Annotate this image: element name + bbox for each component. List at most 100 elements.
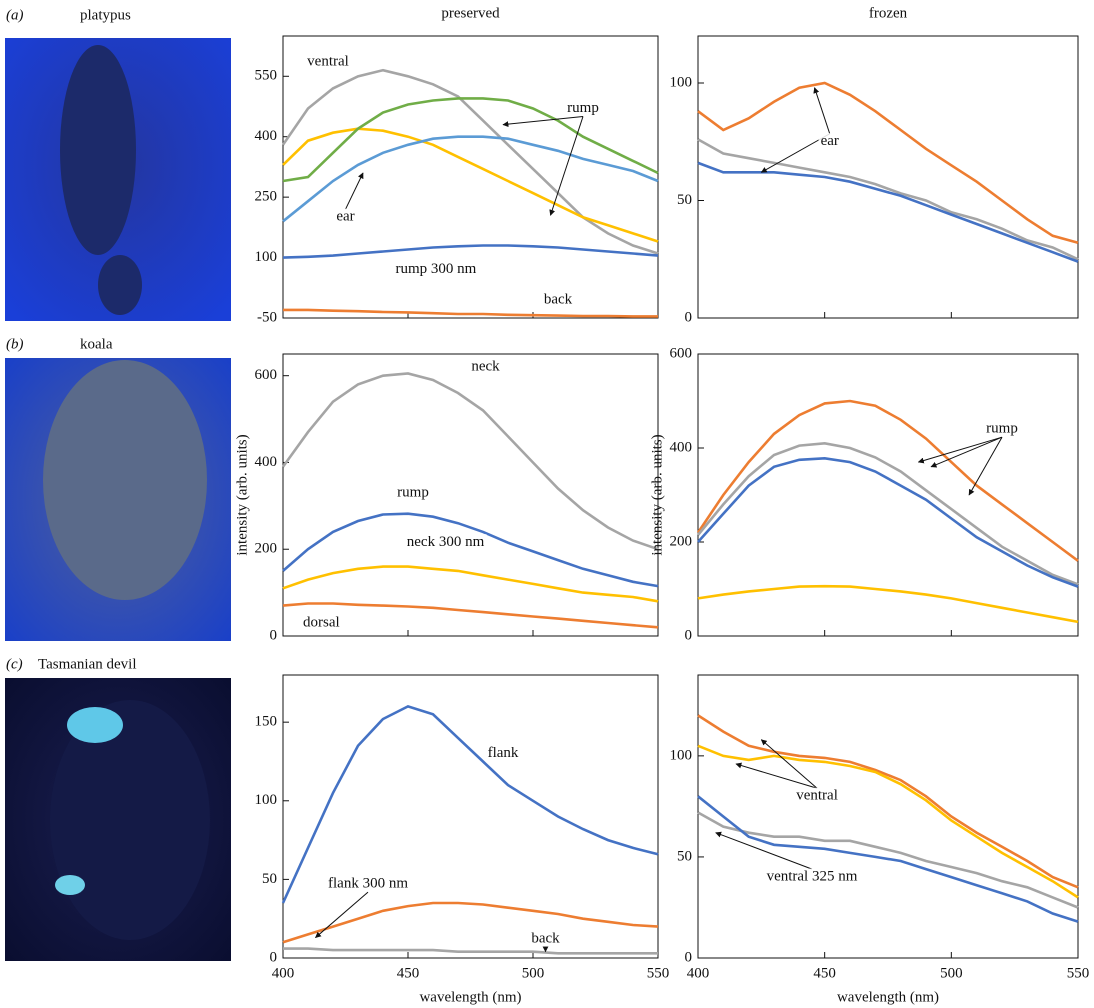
series-line bbox=[697, 584, 1079, 624]
plot-frame bbox=[697, 674, 1079, 959]
panel-label: (b) bbox=[6, 336, 24, 352]
annotation-bg bbox=[794, 787, 840, 804]
annotation-bg bbox=[404, 534, 487, 551]
y-tick-label: 100 bbox=[255, 249, 278, 265]
chart: 0 50 100 150 400 450 500 550 wavelength (nm) flan… bbox=[255, 674, 670, 1005]
annotation: flank 300 nm bbox=[328, 876, 408, 892]
y-tick-label: 200 bbox=[255, 541, 278, 557]
photo-highlight bbox=[67, 707, 123, 743]
series-line bbox=[696, 441, 1079, 586]
photo-animal bbox=[50, 700, 210, 940]
annotation-bg bbox=[541, 291, 575, 308]
series-line bbox=[281, 372, 659, 551]
annotation: flank bbox=[488, 745, 519, 761]
annotation-bg bbox=[485, 745, 521, 762]
series-line bbox=[283, 947, 658, 955]
x-tick-label: 450 bbox=[813, 965, 836, 981]
y-tick-label: 100 bbox=[670, 747, 693, 763]
series-line bbox=[697, 744, 1079, 899]
chart-title: frozen bbox=[869, 5, 908, 21]
annotation: rump 300 nm bbox=[396, 261, 477, 277]
annotation: back bbox=[531, 931, 560, 947]
series-line bbox=[282, 127, 659, 243]
x-tick-label: 450 bbox=[397, 965, 420, 981]
annotation-bg bbox=[395, 484, 431, 501]
annotation-bg bbox=[301, 614, 342, 631]
panel-label: (c) bbox=[6, 656, 23, 672]
y-tick-label: 250 bbox=[255, 189, 278, 205]
annotation-bg bbox=[529, 930, 563, 947]
y-tick-label: 0 bbox=[270, 949, 278, 965]
x-axis-label: wavelength (nm) bbox=[837, 989, 939, 1005]
panel-label: (a) bbox=[6, 7, 24, 23]
annotation: rump bbox=[397, 484, 429, 500]
annotation: ventral bbox=[307, 54, 349, 70]
chart: 0 50 100 frozen ear bbox=[670, 5, 1079, 325]
plot-frame bbox=[282, 35, 659, 319]
annotation: ventral bbox=[796, 788, 838, 804]
annotation-arrow bbox=[760, 739, 818, 789]
y-axis-label: intensity (arb. units) bbox=[649, 434, 665, 555]
plot-frame bbox=[697, 35, 1079, 319]
y-tick-label: 0 bbox=[685, 627, 693, 643]
y-tick-label: 0 bbox=[685, 949, 693, 965]
series-line bbox=[282, 244, 659, 259]
y-tick-label: 400 bbox=[255, 454, 278, 470]
series-line bbox=[282, 512, 659, 588]
y-axis-label: intensity (arb. units) bbox=[234, 434, 250, 555]
x-axis-label: wavelength (nm) bbox=[419, 989, 521, 1005]
series-line bbox=[697, 81, 1079, 245]
annotation-arrow bbox=[813, 87, 831, 134]
panel-name: Tasmanian devil bbox=[38, 656, 137, 672]
annotation: neck bbox=[471, 358, 500, 374]
chart-title: preserved bbox=[441, 5, 500, 21]
x-tick-label: 400 bbox=[687, 965, 710, 981]
series-line bbox=[281, 705, 659, 904]
annotation-bg bbox=[469, 358, 503, 375]
y-tick-label: 50 bbox=[677, 192, 692, 208]
y-tick-label: 100 bbox=[670, 74, 693, 90]
y-tick-label: 550 bbox=[255, 68, 278, 84]
photo-highlight bbox=[55, 875, 85, 895]
photo-animal bbox=[60, 45, 136, 255]
y-tick-label: 100 bbox=[255, 792, 278, 808]
photo-animal bbox=[43, 360, 207, 600]
x-tick-label: 500 bbox=[940, 965, 963, 981]
annotation-bg bbox=[393, 261, 479, 278]
plot-frame bbox=[282, 353, 659, 637]
annotation-arrow bbox=[345, 172, 364, 210]
y-tick-label: 0 bbox=[685, 309, 693, 325]
annotation-arrow bbox=[715, 831, 813, 870]
chart: 0 200 400 600 intensity (arb. units) neck rump… bbox=[234, 353, 659, 643]
annotation-bg bbox=[764, 868, 860, 885]
panel-name: koala bbox=[80, 336, 113, 352]
y-tick-label: 0 bbox=[270, 627, 278, 643]
x-tick-label: 550 bbox=[1067, 965, 1090, 981]
series-line bbox=[697, 138, 1079, 261]
chart: -50 100 250 400 550 preserved ventral rump ear ru… bbox=[255, 5, 659, 325]
plot-frame bbox=[697, 353, 1079, 637]
series-line bbox=[697, 456, 1079, 588]
annotation: rump bbox=[567, 100, 599, 116]
annotation-bg bbox=[305, 53, 351, 70]
series-line bbox=[282, 602, 659, 629]
series-line bbox=[697, 811, 1079, 909]
annotation-arrow bbox=[549, 116, 584, 216]
annotation-arrow bbox=[930, 436, 1003, 468]
x-tick-label: 500 bbox=[522, 965, 545, 981]
annotation: ear bbox=[336, 209, 354, 225]
annotation-bg bbox=[984, 420, 1020, 437]
annotation-bg bbox=[818, 133, 841, 150]
annotation-arrow bbox=[917, 436, 1003, 464]
annotation-arrow bbox=[315, 891, 369, 938]
series-line bbox=[282, 135, 659, 223]
annotation-arrow bbox=[735, 762, 818, 789]
series-line bbox=[283, 308, 658, 318]
series-line bbox=[697, 161, 1079, 263]
y-tick-label: 50 bbox=[677, 848, 692, 864]
y-tick-label: 200 bbox=[670, 533, 693, 549]
x-tick-label: 550 bbox=[647, 965, 670, 981]
y-tick-label: 400 bbox=[670, 439, 693, 455]
photo-animal bbox=[98, 255, 142, 315]
